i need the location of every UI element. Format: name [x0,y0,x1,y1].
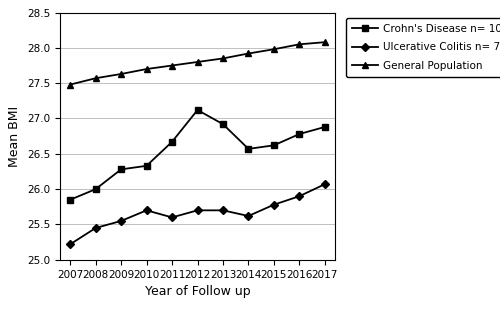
Crohn's Disease n= 102 [118,167,124,171]
Ulcerative Colitis n= 79 [169,216,175,219]
Crohn's Disease n= 102 [144,164,150,168]
X-axis label: Year of Follow up: Year of Follow up [144,285,250,298]
Crohn's Disease n= 102 [296,132,302,136]
Ulcerative Colitis n= 79 [271,203,277,207]
General Population [118,72,124,76]
Crohn's Disease n= 102 [246,147,252,151]
General Population [322,40,328,44]
Crohn's Disease n= 102 [322,125,328,129]
Y-axis label: Mean BMI: Mean BMI [8,105,22,167]
General Population [220,57,226,60]
Ulcerative Colitis n= 79 [67,242,73,246]
Ulcerative Colitis n= 79 [220,208,226,212]
Ulcerative Colitis n= 79 [296,194,302,198]
General Population [67,83,73,86]
Crohn's Disease n= 102 [67,198,73,202]
Crohn's Disease n= 102 [194,108,200,112]
Ulcerative Colitis n= 79 [246,214,252,218]
Ulcerative Colitis n= 79 [118,219,124,223]
Line: General Population: General Population [67,39,328,88]
General Population [144,67,150,71]
General Population [296,43,302,46]
General Population [271,47,277,51]
Line: Ulcerative Colitis n= 79: Ulcerative Colitis n= 79 [67,181,328,247]
Line: Crohn's Disease n= 102: Crohn's Disease n= 102 [67,107,328,203]
Ulcerative Colitis n= 79 [144,208,150,212]
General Population [194,60,200,64]
Ulcerative Colitis n= 79 [194,208,200,212]
Ulcerative Colitis n= 79 [92,226,98,230]
General Population [246,52,252,55]
Ulcerative Colitis n= 79 [322,182,328,186]
Crohn's Disease n= 102 [169,140,175,144]
Crohn's Disease n= 102 [92,187,98,191]
Legend: Crohn's Disease n= 102, Ulcerative Colitis n= 79, General Population: Crohn's Disease n= 102, Ulcerative Colit… [346,18,500,77]
General Population [92,76,98,80]
Crohn's Disease n= 102 [220,122,226,126]
General Population [169,64,175,67]
Crohn's Disease n= 102 [271,143,277,147]
